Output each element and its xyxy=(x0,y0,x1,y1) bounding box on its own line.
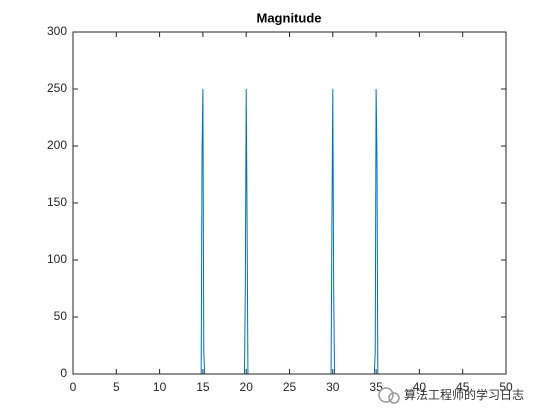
x-tick-label: 10 xyxy=(153,380,167,394)
watermark-icon xyxy=(378,387,400,404)
watermark: 算法工程师的学习日志 xyxy=(404,387,524,402)
y-tick-label: 100 xyxy=(47,252,67,266)
y-tick-label: 0 xyxy=(60,366,67,380)
y-tick-label: 250 xyxy=(47,81,67,95)
x-tick-label: 20 xyxy=(240,380,254,394)
y-tick-label: 150 xyxy=(47,195,67,209)
y-tick-label: 300 xyxy=(47,24,67,38)
chart-title: Magnitude xyxy=(257,10,322,25)
y-tick-label: 50 xyxy=(54,309,68,323)
x-tick-label: 0 xyxy=(70,380,77,394)
x-tick-label: 25 xyxy=(283,380,297,394)
x-tick-label: 15 xyxy=(196,380,210,394)
x-tick-label: 40 xyxy=(413,380,427,394)
x-tick-label: 5 xyxy=(113,380,120,394)
x-tick-label: 45 xyxy=(456,380,470,394)
x-tick-label: 50 xyxy=(499,380,513,394)
axes-box xyxy=(72,31,507,375)
y-tick-label: 200 xyxy=(47,138,67,152)
x-tick-label: 35 xyxy=(369,380,383,394)
x-tick-label: 30 xyxy=(326,380,340,394)
